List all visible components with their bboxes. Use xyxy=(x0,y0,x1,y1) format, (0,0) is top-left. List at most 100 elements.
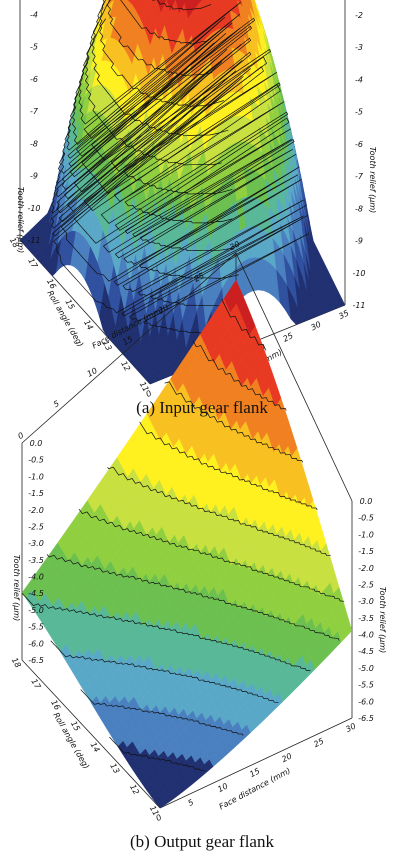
c0-back-frame xyxy=(19,0,219,240)
c0-surface-patch xyxy=(132,0,140,11)
c1-contour-line xyxy=(164,381,304,463)
c1-right-top-edge xyxy=(235,252,353,502)
c1-z-tick-label-right: -3.0 xyxy=(358,597,374,606)
c0-surface-patch xyxy=(335,297,346,308)
c0-z-tick-label-right: -4 xyxy=(355,75,363,84)
c0-z-tick-label-right: -10 xyxy=(352,269,365,278)
c1-z-tick-label-left: -2.5 xyxy=(28,522,44,531)
c1-z-tick-label-left: -2.0 xyxy=(28,506,44,515)
c0-z-tick-label-right: -5 xyxy=(355,108,363,117)
c0-y-tick-label: 16 xyxy=(45,277,58,290)
c1-z-tick-label-right: -6.0 xyxy=(358,697,374,706)
c1-contour-line xyxy=(21,592,311,672)
c1-z-tick-label-left: -6.5 xyxy=(28,656,44,665)
c0-z-axis-label-right: Tooth relief (μm) xyxy=(368,147,377,214)
c0-y-axis-label: Roll angle (deg) xyxy=(45,289,85,348)
c1-y-tick-label: 13 xyxy=(108,762,121,775)
c0-contour-line xyxy=(151,0,212,11)
c1-y-tick-label: 15 xyxy=(69,720,82,733)
c1-z-tick-label-left: -5.5 xyxy=(28,623,44,632)
c1-z-tick-label-right: -4.5 xyxy=(358,647,374,656)
c0-z-tick-label-left: -9 xyxy=(30,172,38,181)
c1-x-tick-label-top: 0 xyxy=(16,431,25,441)
c1-surface-patch xyxy=(343,619,353,637)
c1-y-tick-label: 14 xyxy=(89,741,102,754)
c1-z-tick-label-right: -0.5 xyxy=(358,514,374,523)
c0-z-tick-label-left: -7 xyxy=(30,107,39,116)
c0-z-tick-label-left: -8 xyxy=(30,139,38,148)
c0-contour-line xyxy=(120,0,207,45)
c0-x-tick-label: 30 xyxy=(309,320,322,333)
c1-y-tick-label: 12 xyxy=(128,783,141,796)
c1-floor-front xyxy=(159,717,353,809)
c1-z-tick-label-left: -6.0 xyxy=(28,639,44,648)
c1-x-tick-label-top: 25 xyxy=(193,271,206,284)
c1-z-tick-label-left: -3.5 xyxy=(28,556,44,565)
c0-z-tick-label-right: -8 xyxy=(355,204,363,213)
caption-b: (b) Output gear flank xyxy=(130,832,274,851)
c0-contour-line xyxy=(61,33,299,279)
c1-z-tick-label-left: -1.5 xyxy=(28,489,44,498)
c1-x-tick-label: 10 xyxy=(216,781,229,794)
c1-contour-line xyxy=(80,689,244,736)
c1-floor-left xyxy=(21,659,161,809)
c1-contour-line xyxy=(109,736,205,771)
c0-contour-line xyxy=(51,61,309,334)
c1-y-tick-label: 16 xyxy=(49,698,62,711)
c0-z-axis-label-left: Tooth relief (μm) xyxy=(16,187,25,254)
c0-surface-patch xyxy=(110,0,114,3)
c0-z-tick-label-left: -5 xyxy=(30,43,38,52)
c1-contour-line xyxy=(221,298,267,351)
c0-y-tick-label: 12 xyxy=(119,360,132,373)
c0-contour-line xyxy=(78,1,277,195)
c1-x-tick-label-top: 5 xyxy=(52,399,61,409)
c1-y-tick-label: 18 xyxy=(10,656,23,669)
c0-y-tick-label: 15 xyxy=(63,298,76,311)
c0-z-tick-label-left: -11 xyxy=(27,236,40,245)
c1-y-tick-label: 11 xyxy=(148,804,161,817)
c1-z-tick-label-left: -1.0 xyxy=(28,472,44,481)
c1-x-tick-label-top: 30 xyxy=(228,239,241,252)
caption-a: (a) Input gear flank xyxy=(136,398,268,417)
c1-z-tick-label-right: -5.0 xyxy=(358,664,374,673)
c0-z-tick-label-right: -11 xyxy=(352,301,365,310)
c1-contour-line xyxy=(78,508,345,602)
c0-z-tick-label-left: -10 xyxy=(27,204,40,213)
c1-z-tick-label-right: -6.5 xyxy=(358,714,374,723)
c0-y-tick-label: 11 xyxy=(138,380,151,393)
c0-z-tick-label-left: -4 xyxy=(30,10,38,19)
c0-surface-patch xyxy=(105,0,107,2)
c1-z-tick-label-left: -3.0 xyxy=(28,539,44,548)
c1-z-tick-label-right: -1.0 xyxy=(358,530,374,539)
c0-z-tick-label-right: -6 xyxy=(355,140,363,149)
c1-x-tick-label: 0 xyxy=(154,813,163,823)
c0-x-tick-label: 25 xyxy=(282,331,295,344)
c0-z-tick-label-left: -6 xyxy=(30,75,38,84)
c1-z-axis-label-right: Tooth relief (μm) xyxy=(378,587,387,654)
c1-z-tick-label-right: -2.5 xyxy=(358,580,374,589)
c1-x-tick-label: 20 xyxy=(280,751,293,764)
c1-x-tick-label: 5 xyxy=(186,798,195,808)
c1-z-tick-label-left: -4.5 xyxy=(28,589,44,598)
c1-contour-line xyxy=(46,554,340,641)
c1-y-tick-label: 17 xyxy=(29,677,42,691)
c0-y-tick-label: 18 xyxy=(8,236,21,249)
c0-z-tick-label-right: -2 xyxy=(355,11,363,20)
c1-x-tick-label-top: 15 xyxy=(121,334,134,347)
c1-z-tick-label-right: 0.0 xyxy=(360,497,373,506)
c1-x-tick-label-top: 10 xyxy=(86,366,99,379)
c0-contour-line xyxy=(99,0,225,107)
c1-z-tick-label-right: -3.5 xyxy=(358,614,374,623)
c1-z-tick-label-left: -4.0 xyxy=(28,573,44,582)
c0-z-tick-label-right: -7 xyxy=(355,172,364,181)
c1-y-axis-label: Roll angle (deg) xyxy=(51,711,91,770)
c1-contour-line xyxy=(107,466,331,557)
c1-z-tick-label-left: -5.0 xyxy=(28,606,44,615)
c1-x-tick-label: 25 xyxy=(312,736,325,749)
c0-x-tick-label: 0 xyxy=(144,389,153,399)
c1-z-axis-label-left: Tooth relief (μm) xyxy=(12,555,21,622)
c0-y-tick-label: 14 xyxy=(82,318,95,331)
c0-y-tick-label: 13 xyxy=(101,339,114,352)
c1-contour-line xyxy=(139,421,318,511)
